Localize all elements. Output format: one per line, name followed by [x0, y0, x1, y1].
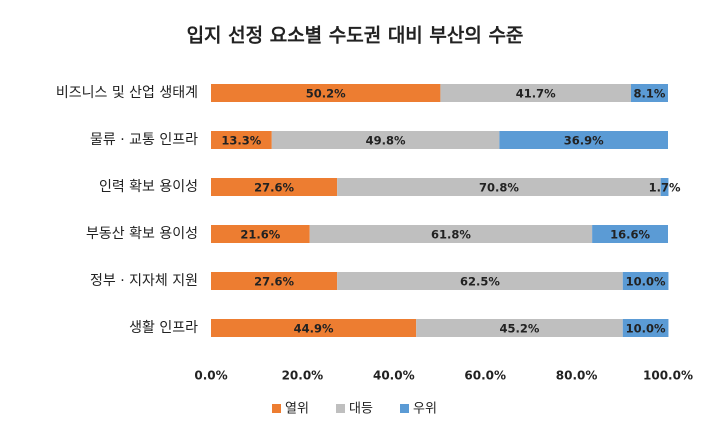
legend-swatch	[272, 404, 281, 413]
bar-segment	[337, 272, 623, 290]
value-label: 8.1%	[634, 87, 666, 101]
bar-segment	[630, 84, 668, 102]
value-label: 62.5%	[460, 275, 500, 289]
value-label: 21.6%	[240, 228, 280, 242]
bar-segment	[211, 84, 441, 102]
bar-segment	[211, 225, 310, 243]
category-label: 인력 확보 용이성	[99, 179, 198, 195]
legend-swatch	[400, 404, 409, 413]
x-tick-label: 100.0%	[643, 369, 693, 383]
chart-title: 입지 선정 요소별 수도권 대비 부산의 수준	[187, 25, 524, 47]
category-label: 물류 · 교통 인프라	[90, 132, 198, 148]
category-label: 부동산 확보 용이성	[86, 226, 198, 242]
legend-label: 대등	[349, 402, 373, 417]
bar-segment	[271, 131, 500, 149]
value-label: 49.8%	[366, 134, 406, 148]
value-label: 41.7%	[516, 87, 556, 101]
bar-segment	[211, 178, 338, 196]
bar-segment	[622, 319, 669, 337]
x-tick-label: 20.0%	[282, 369, 324, 383]
x-tick-label: 0.0%	[194, 369, 227, 383]
x-tick-label: 80.0%	[556, 369, 598, 383]
value-label: 61.8%	[431, 228, 471, 242]
bar-segment	[211, 272, 338, 290]
value-label: 45.2%	[500, 322, 540, 336]
bar-segment	[309, 225, 593, 243]
value-label: 44.9%	[294, 322, 334, 336]
bar-segment	[211, 319, 417, 337]
category-label: 정부 · 지자체 지원	[90, 273, 198, 289]
legend-label: 우위	[413, 402, 437, 417]
bar-segment	[660, 178, 669, 196]
value-label: 10.0%	[626, 275, 666, 289]
bar-segment	[622, 272, 669, 290]
value-label: 1.7%	[649, 181, 681, 195]
bar-segment	[337, 178, 661, 196]
value-label: 36.9%	[564, 134, 604, 148]
value-label: 50.2%	[306, 87, 346, 101]
bar-segment	[592, 225, 668, 243]
legend-swatch	[336, 404, 345, 413]
value-label: 27.6%	[254, 275, 294, 289]
x-tick-label: 40.0%	[373, 369, 415, 383]
bar-segment	[440, 84, 631, 102]
value-label: 10.0%	[626, 322, 666, 336]
bar-segment	[211, 131, 272, 149]
value-label: 13.3%	[221, 134, 261, 148]
x-tick-label: 60.0%	[464, 369, 506, 383]
bar-segment	[499, 131, 668, 149]
legend-label: 열위	[285, 402, 309, 417]
category-label: 생활 인프라	[129, 320, 198, 336]
bar-segment	[416, 319, 623, 337]
value-label: 70.8%	[479, 181, 519, 195]
value-label: 16.6%	[610, 228, 650, 242]
value-label: 27.6%	[254, 181, 294, 195]
category-label: 비즈니스 및 산업 생태계	[56, 85, 198, 101]
